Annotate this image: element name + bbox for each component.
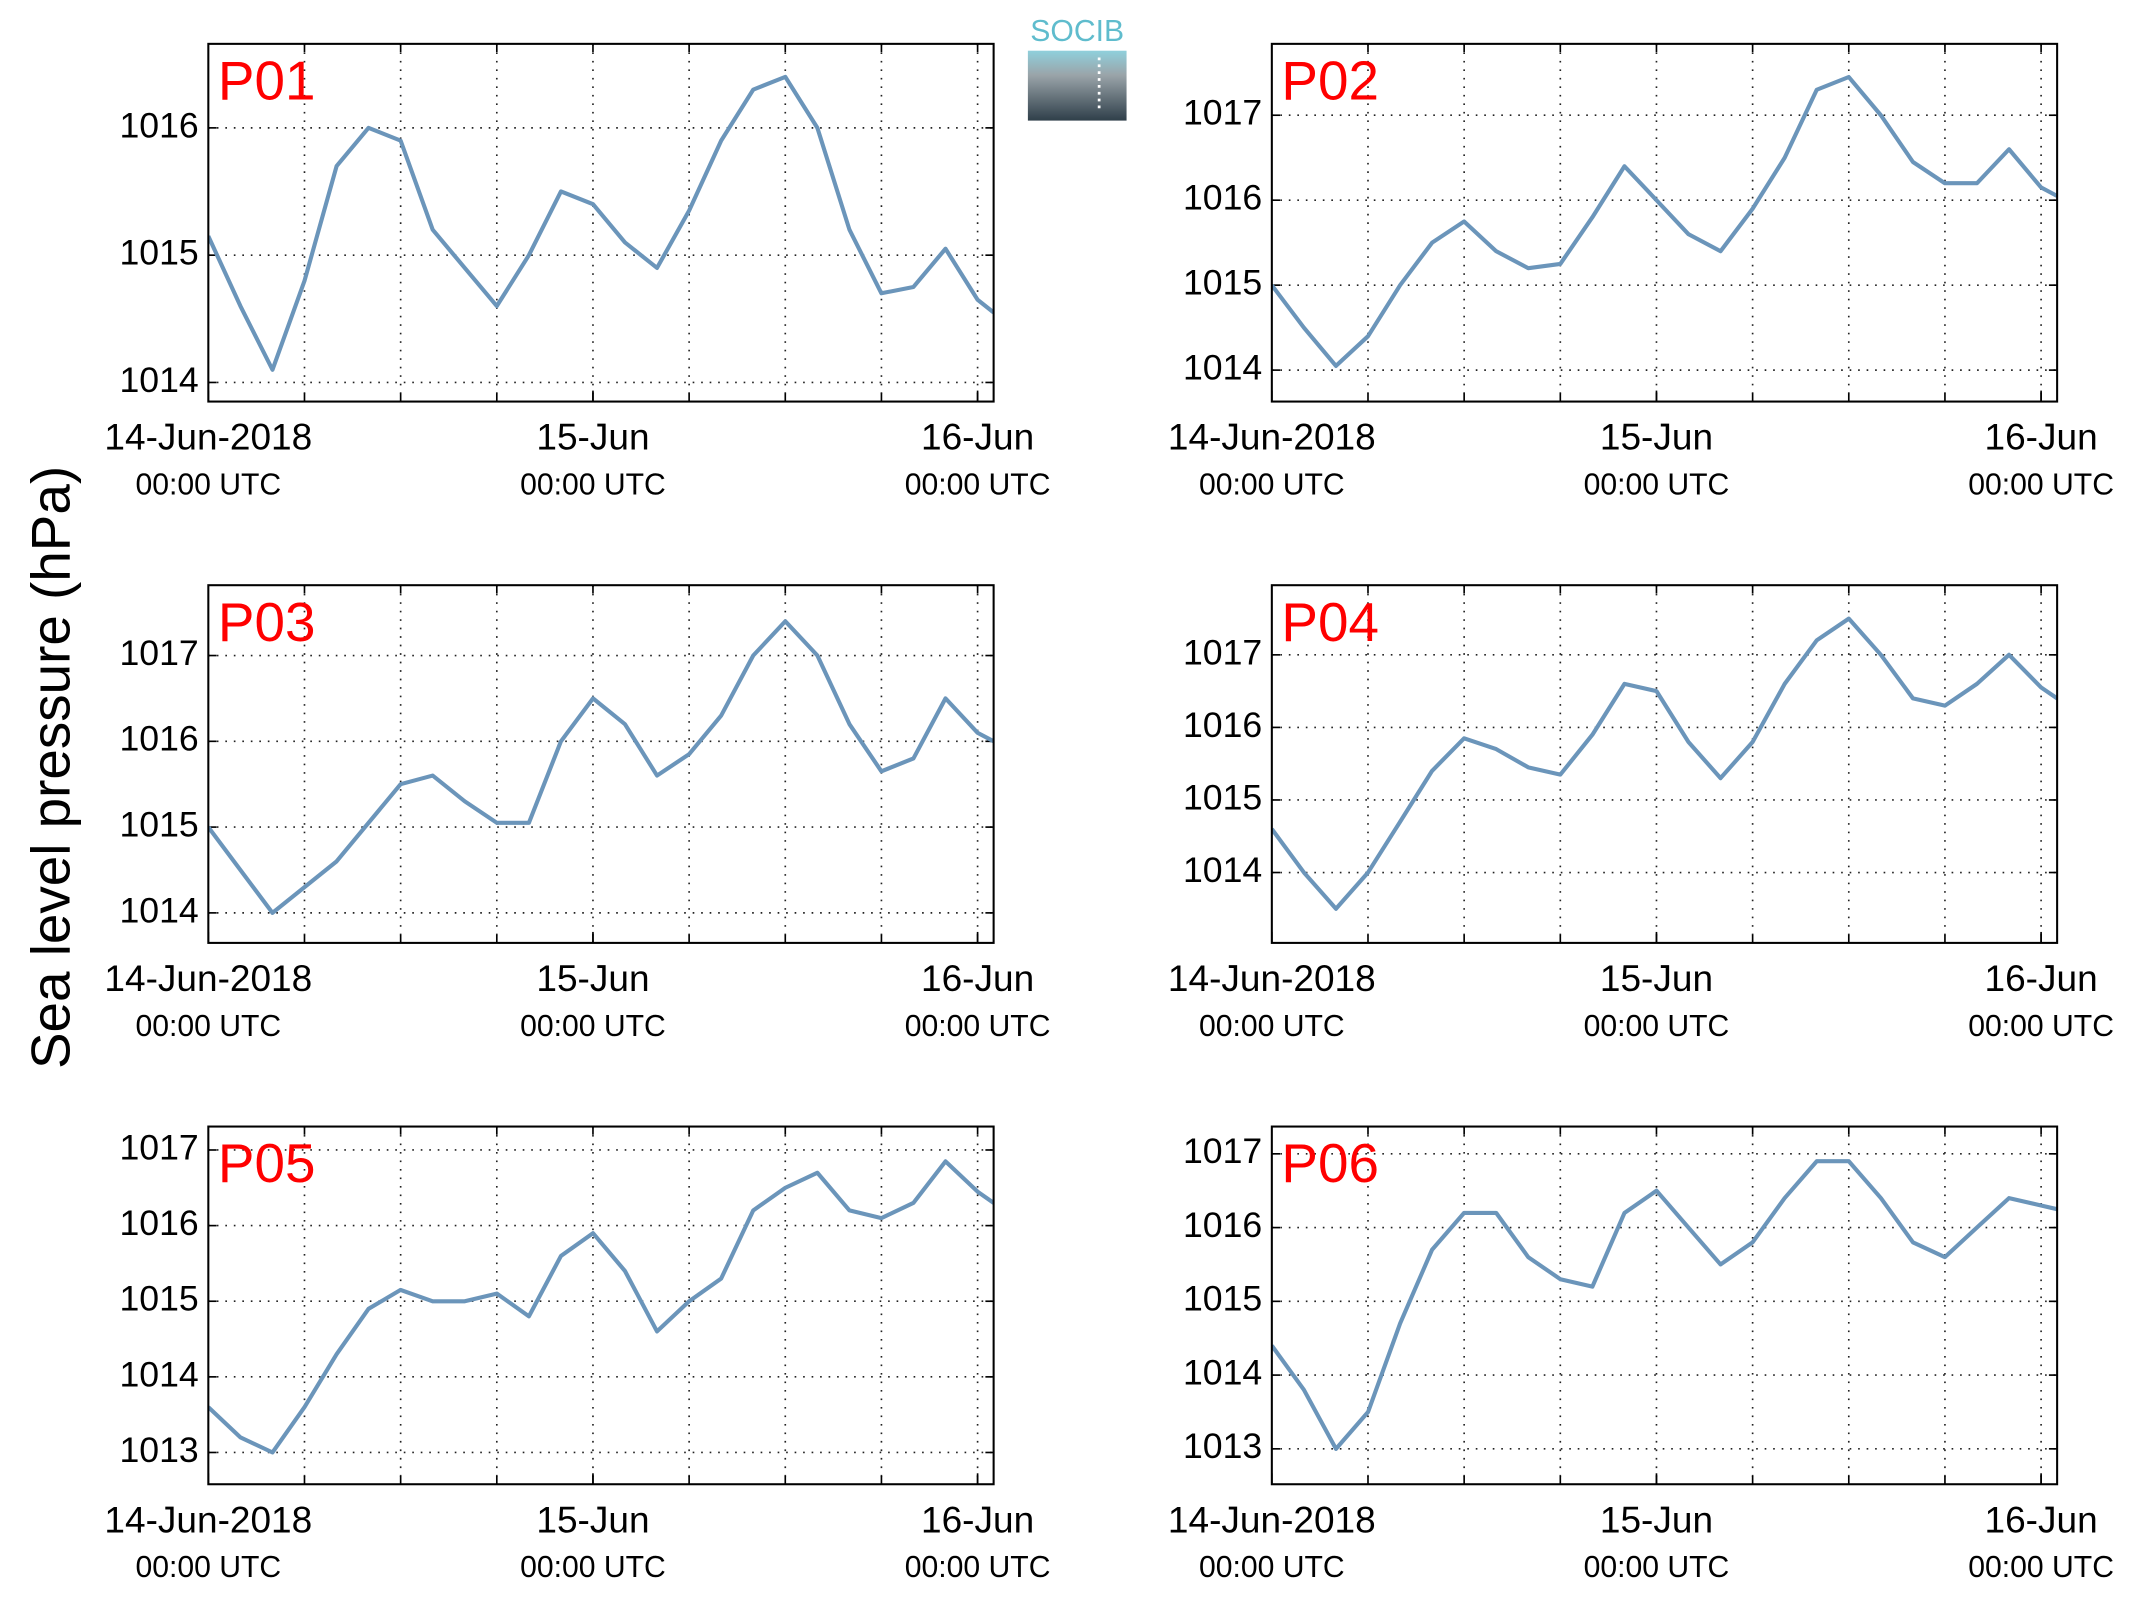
x-tick-label: 16-Jun (1985, 1499, 2098, 1540)
y-tick-label: 1017 (119, 633, 198, 673)
x-tick-label: 14-Jun-2018 (1168, 958, 1376, 999)
panel-label: P02 (1281, 49, 1379, 111)
x-tick-label: 15-Jun (1600, 1499, 1713, 1540)
x-tick-label: 14-Jun-2018 (104, 958, 312, 999)
y-tick-label: 1017 (119, 1127, 198, 1167)
y-tick-label: 1017 (1183, 93, 1262, 133)
y-tick-label: 1016 (1183, 178, 1262, 218)
x-tick-label: 15-Jun (1600, 958, 1713, 999)
panel-label: P04 (1281, 591, 1379, 653)
y-tick-label: 1015 (119, 805, 198, 845)
x-tick-sublabel: 00:00 UTC (905, 1010, 1051, 1043)
y-tick-label: 1017 (1183, 1131, 1262, 1171)
x-tick-label: 16-Jun (1985, 958, 2098, 999)
plot-frame (1270, 42, 2059, 403)
x-tick-sublabel: 00:00 UTC (1584, 1551, 1730, 1584)
y-tick-label: 1017 (1183, 632, 1262, 672)
plot-frame (1270, 584, 2059, 944)
x-tick-sublabel: 00:00 UTC (905, 1551, 1051, 1584)
y-tick-label: 1013 (1183, 1426, 1262, 1466)
x-tick-label: 16-Jun (1985, 417, 2098, 458)
y-tick-label: 1016 (119, 719, 198, 759)
x-tick-label: 15-Jun (536, 417, 649, 458)
x-tick-label: 16-Jun (921, 1499, 1034, 1540)
data-line (1271, 1159, 2058, 1451)
x-tick-sublabel: 00:00 UTC (1199, 468, 1345, 501)
plot-frame (207, 584, 995, 944)
x-tick-sublabel: 00:00 UTC (135, 468, 281, 501)
y-tick-label: 1014 (119, 890, 198, 930)
y-tick-label: 1014 (119, 360, 198, 400)
x-tick-sublabel: 00:00 UTC (1584, 468, 1730, 501)
panel-label: P06 (1281, 1132, 1379, 1194)
x-tick-label: 14-Jun-2018 (104, 1499, 312, 1540)
y-tick-label: 1015 (119, 233, 198, 273)
x-tick-sublabel: 00:00 UTC (135, 1551, 281, 1584)
x-tick-label: 15-Jun (1600, 417, 1713, 458)
y-tick-label: 1014 (1183, 1352, 1262, 1392)
y-tick-label: 1016 (1183, 1205, 1262, 1245)
data-line (208, 619, 994, 915)
y-tick-label: 1016 (1183, 705, 1262, 745)
y-tick-label: 1015 (119, 1279, 198, 1319)
x-tick-sublabel: 00:00 UTC (1968, 1010, 2114, 1043)
data-line (1271, 74, 2058, 368)
x-tick-label: 16-Jun (921, 958, 1034, 999)
data-line (1271, 616, 2058, 911)
y-tick-label: 1013 (119, 1430, 198, 1470)
x-tick-label: 15-Jun (536, 1499, 649, 1540)
x-tick-sublabel: 00:00 UTC (1968, 1551, 2114, 1584)
y-tick-label: 1014 (1183, 850, 1262, 890)
x-tick-label: 14-Jun-2018 (104, 417, 312, 458)
x-tick-sublabel: 00:00 UTC (1584, 1010, 1730, 1043)
plot-frame (207, 1125, 995, 1486)
panel-label: P03 (218, 591, 316, 653)
x-tick-sublabel: 00:00 UTC (1968, 468, 2114, 501)
y-tick-label: 1014 (119, 1354, 198, 1394)
x-tick-label: 14-Jun-2018 (1168, 417, 1376, 458)
logo-block (1027, 50, 1127, 121)
x-tick-label: 15-Jun (536, 958, 649, 999)
y-tick-label: 1015 (1183, 777, 1262, 817)
y-tick-label: 1015 (1183, 1279, 1262, 1319)
y-tick-label: 1015 (1183, 263, 1262, 303)
y-tick-label: 1016 (119, 1203, 198, 1243)
x-tick-sublabel: 00:00 UTC (135, 1010, 281, 1043)
plot-frame (207, 42, 995, 403)
panel-label: P01 (218, 49, 316, 111)
x-tick-label: 16-Jun (921, 417, 1034, 458)
logo: SOCIB (1027, 15, 1127, 121)
logo-text: SOCIB (1030, 15, 1124, 48)
y-tick-label: 1016 (119, 105, 198, 145)
panel-label: P05 (218, 1132, 316, 1194)
x-tick-sublabel: 00:00 UTC (520, 1010, 666, 1043)
data-line (208, 1159, 994, 1455)
y-axis-title: Sea level pressure (hPa) (19, 466, 81, 1069)
x-tick-sublabel: 00:00 UTC (520, 1551, 666, 1584)
x-tick-sublabel: 00:00 UTC (1199, 1551, 1345, 1584)
data-line (208, 74, 994, 372)
plot-frame (1270, 1125, 2059, 1486)
x-tick-label: 14-Jun-2018 (1168, 1499, 1376, 1540)
x-tick-sublabel: 00:00 UTC (905, 468, 1051, 501)
y-tick-label: 1014 (1183, 348, 1262, 388)
x-tick-sublabel: 00:00 UTC (520, 468, 666, 501)
x-tick-sublabel: 00:00 UTC (1199, 1010, 1345, 1043)
